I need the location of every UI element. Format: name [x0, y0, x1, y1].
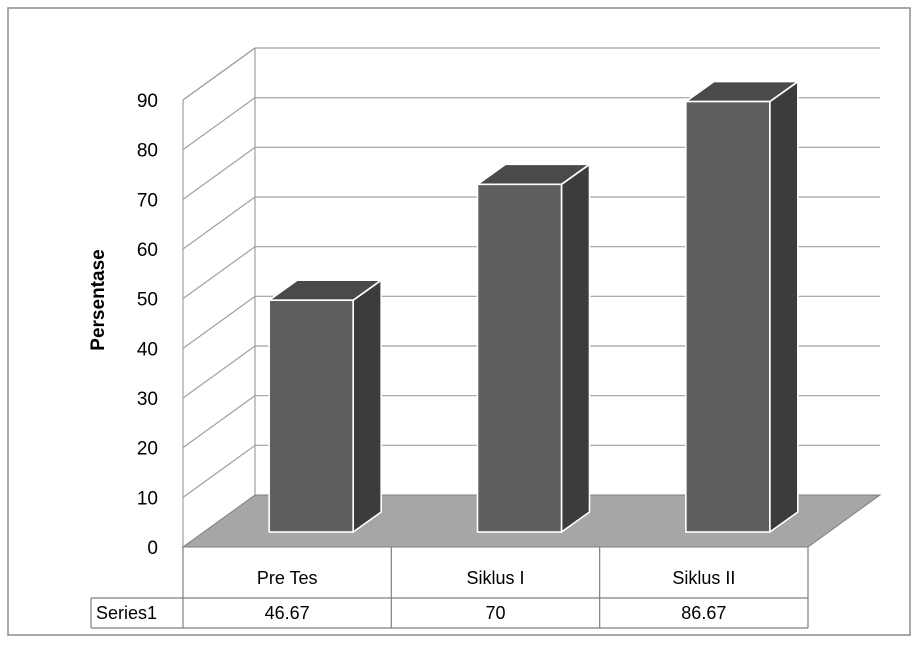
gridline-diagonal	[182, 196, 256, 250]
y-tick-label: 70	[137, 190, 158, 211]
bar-front	[685, 100, 771, 533]
series-name-label: Series1	[96, 603, 157, 623]
gridline-diagonal	[182, 246, 256, 300]
gridline-diagonal	[182, 97, 256, 151]
data-value-label: 70	[485, 603, 505, 623]
data-value-label: 46.67	[265, 603, 310, 623]
bar-side	[560, 163, 591, 533]
data-value-label: 86.67	[681, 603, 726, 623]
y-tick-label: 60	[137, 240, 158, 261]
y-axis-title: Persentase	[88, 249, 109, 350]
category-label: Pre Tes	[257, 568, 318, 588]
y-tick-label: 90	[137, 91, 158, 112]
bar-1	[268, 279, 382, 533]
bar-front	[268, 299, 354, 533]
gridline-diagonal	[182, 146, 256, 200]
gridline-diagonal	[182, 345, 256, 399]
gridline-diagonal	[182, 395, 256, 449]
gridline-diagonal	[182, 295, 256, 349]
y-tick-label: 20	[137, 439, 158, 460]
category-label: Siklus II	[672, 568, 735, 588]
y-tick-label: 50	[137, 290, 158, 311]
bar-3	[685, 80, 799, 533]
gridline-diagonal	[182, 47, 256, 101]
y-tick-label: 40	[137, 339, 158, 360]
y-tick-label: 30	[137, 389, 158, 410]
gridline-diagonal	[182, 444, 256, 498]
bar-front	[476, 183, 563, 533]
y-tick-label: 10	[137, 488, 158, 509]
bar-side	[769, 80, 799, 533]
y-tick-label: 0	[147, 538, 158, 559]
bar-2	[476, 163, 591, 533]
bar-side	[352, 279, 382, 533]
category-label: Siklus I	[466, 568, 524, 588]
y-tick-label: 80	[137, 141, 158, 162]
